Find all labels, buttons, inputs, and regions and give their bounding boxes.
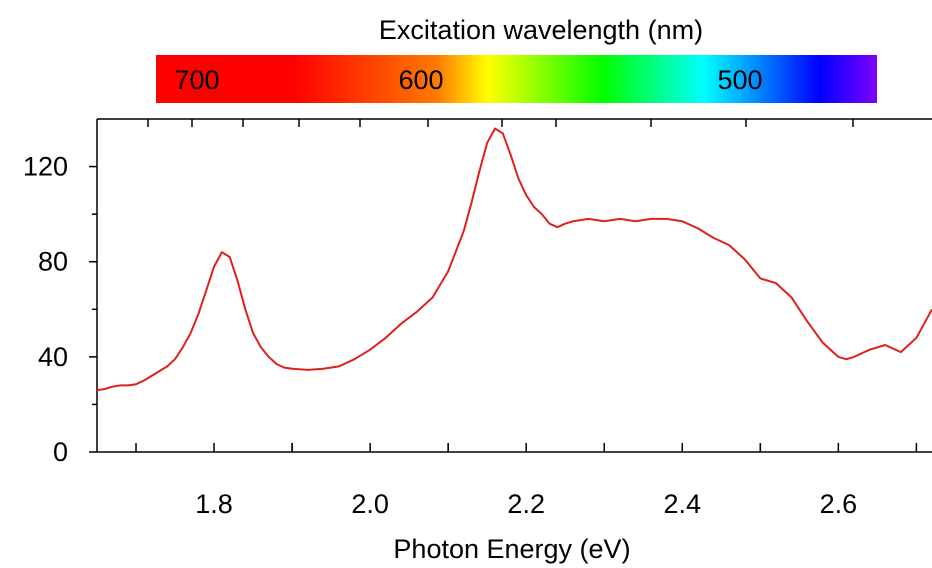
wavelength-label-700: 700 — [174, 65, 219, 95]
y-tick-label: 0 — [53, 437, 68, 467]
x-tick-label: 1.8 — [195, 489, 233, 519]
x-axis-label: Photon Energy (eV) — [393, 534, 630, 564]
series-line — [96, 127, 932, 392]
top-axis-ticks — [147, 119, 854, 127]
y-tick-label: 120 — [23, 152, 68, 182]
x-tick-label: 2.0 — [351, 489, 389, 519]
x-axis-ticks: 1.8 2.0 2.2 2.4 2.6 — [135, 443, 918, 519]
wavelength-label-600: 600 — [398, 65, 443, 95]
y-tick-label: 80 — [38, 247, 68, 277]
x-tick-label: 2.2 — [507, 489, 545, 519]
y-tick-label: 40 — [38, 342, 68, 372]
x-tick-label: 2.6 — [820, 489, 858, 519]
wavelength-colorbar — [156, 55, 877, 103]
wavelength-label-500: 500 — [717, 65, 762, 95]
y-axis-ticks: 0 40 80 120 — [23, 152, 97, 467]
x-tick-label: 2.4 — [664, 489, 702, 519]
top-axis-label: Excitation wavelength (nm) — [379, 15, 703, 45]
